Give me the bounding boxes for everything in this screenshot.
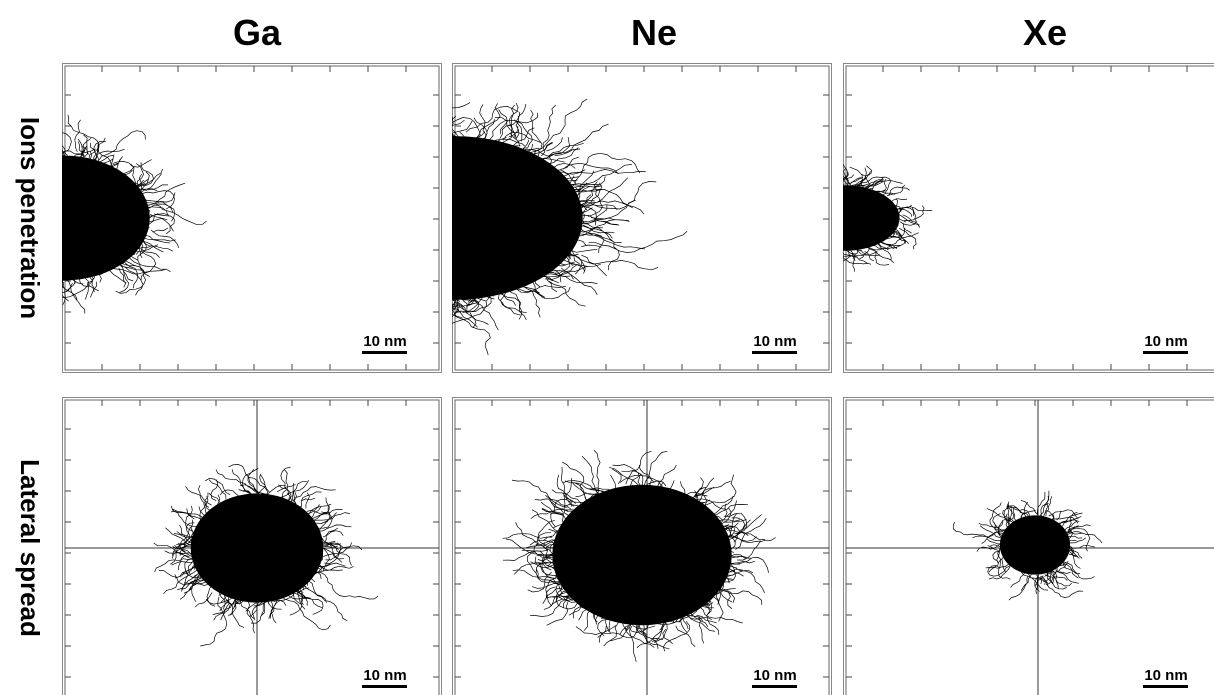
panel xyxy=(62,397,442,695)
trajectories xyxy=(452,98,688,355)
panel-frame-inner xyxy=(845,65,1214,371)
trajectory-core xyxy=(552,484,732,626)
scale-bar-label: 10 nm xyxy=(1144,667,1187,684)
trajectory-core xyxy=(452,136,583,300)
trajectories xyxy=(62,114,207,314)
scale-bar-label: 10 nm xyxy=(1144,333,1187,350)
trajectory-core xyxy=(999,515,1071,575)
scale-bar xyxy=(752,351,797,354)
scale-bar-label: 10 nm xyxy=(363,667,406,684)
trajectories xyxy=(153,464,379,647)
scale-bar-label: 10 nm xyxy=(753,333,796,350)
panel xyxy=(452,397,832,695)
trajectories xyxy=(843,164,933,272)
scale-bar-label: 10 nm xyxy=(753,667,796,684)
column-title: Xe xyxy=(1023,12,1067,53)
panel xyxy=(62,63,442,373)
row-label: Ions penetration xyxy=(15,117,45,319)
trajectory-core xyxy=(190,493,324,603)
panel-frame xyxy=(843,397,1214,695)
trajectories xyxy=(502,449,776,662)
scale-bar xyxy=(1143,351,1188,354)
scale-bar xyxy=(1143,685,1188,688)
panel xyxy=(843,397,1214,695)
panel-frame xyxy=(452,397,832,695)
panel-frame-inner xyxy=(845,399,1214,695)
trajectory-core xyxy=(843,185,900,251)
scale-bar xyxy=(362,351,407,354)
panel-frame-inner xyxy=(454,399,830,695)
panel xyxy=(452,63,832,373)
scale-bar-label: 10 nm xyxy=(363,333,406,350)
row-label: Lateral spread xyxy=(15,459,45,637)
scale-bar xyxy=(362,685,407,688)
panel xyxy=(843,63,1214,373)
column-title: Ga xyxy=(233,12,282,53)
column-title: Ne xyxy=(631,12,677,53)
scale-bar xyxy=(752,685,797,688)
panel-frame-inner xyxy=(64,399,440,695)
panel-frame xyxy=(62,397,442,695)
trajectories xyxy=(952,490,1103,601)
